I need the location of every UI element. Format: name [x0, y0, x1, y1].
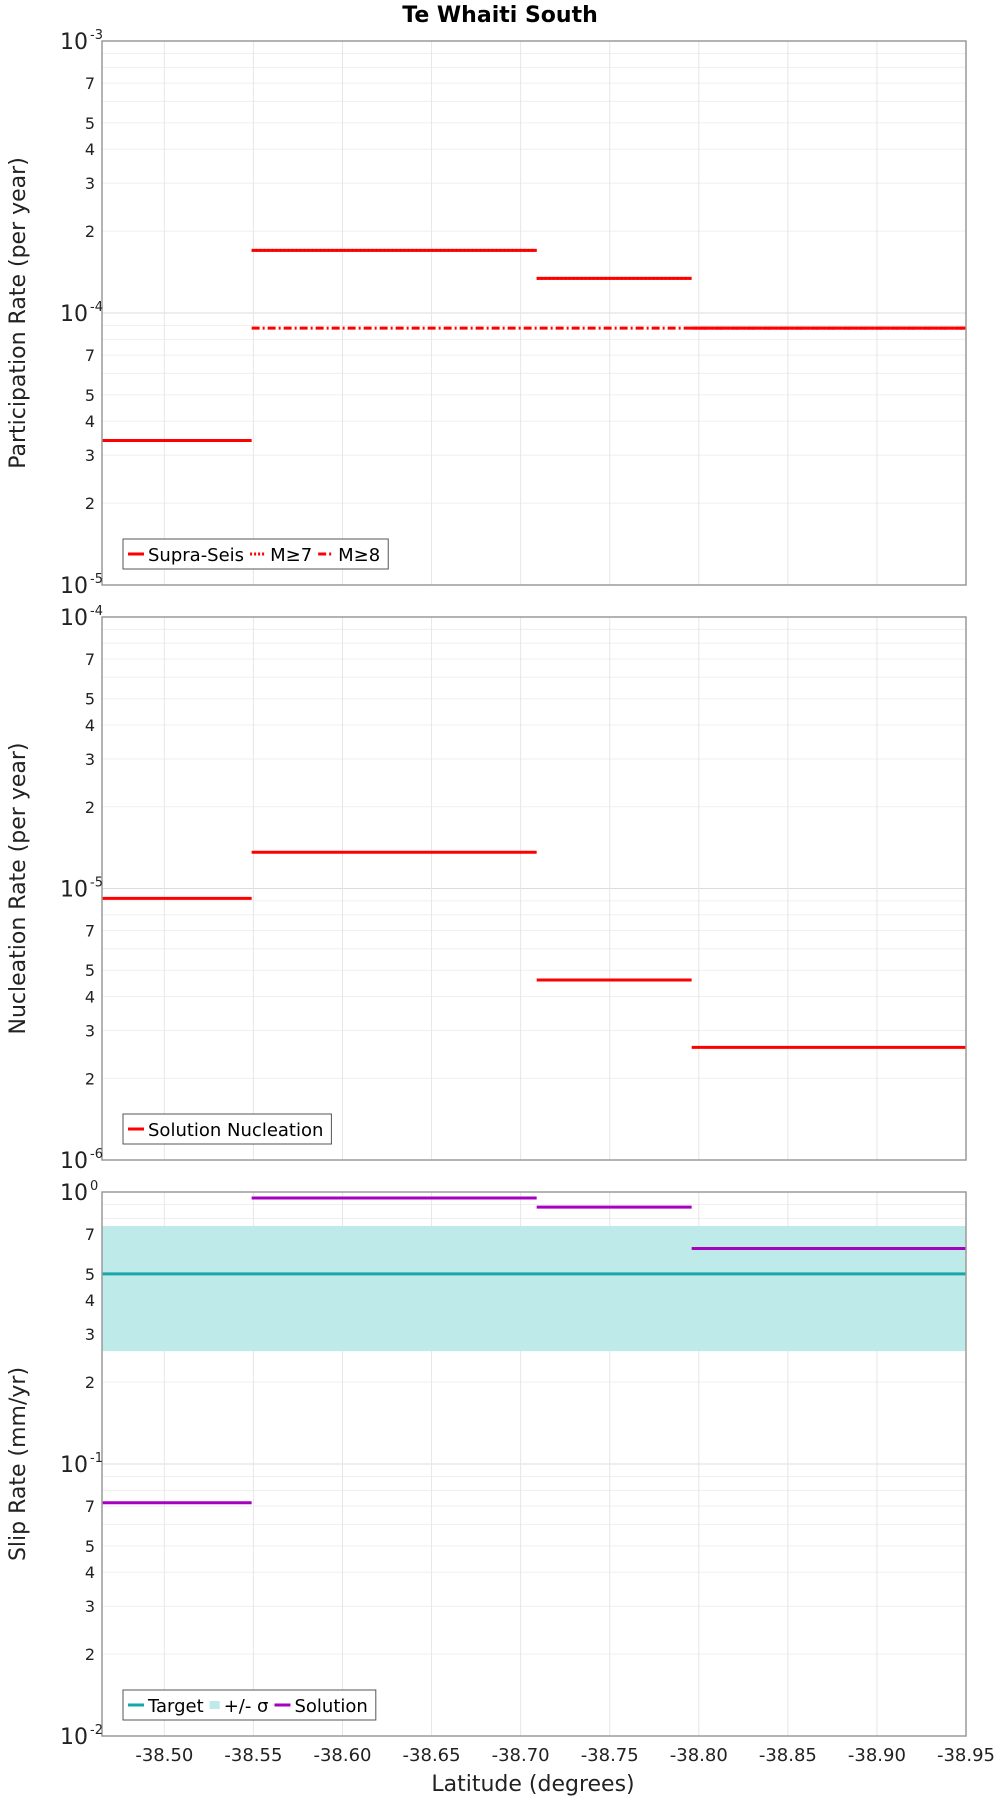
y-tick-label: 4	[85, 716, 95, 735]
x-tick-label: -38.95	[937, 1745, 995, 1766]
y-tick-exponent: -3	[90, 28, 103, 43]
y-tick-label: 3	[85, 446, 95, 465]
y-tick-label: 3	[85, 1021, 95, 1040]
x-tick-label: -38.85	[759, 1745, 817, 1766]
y-axis-label: Nucleation Rate (per year)	[6, 743, 31, 1035]
y-tick-label: 3	[85, 174, 95, 193]
y-tick-label: 4	[85, 988, 95, 1007]
y-tick-label: 2	[85, 222, 95, 241]
y-tick-label: 10	[60, 1725, 88, 1750]
y-tick-label: 10	[60, 1453, 88, 1478]
legend-box	[122, 1113, 332, 1145]
y-tick-label: 4	[85, 140, 95, 159]
y-tick-label: 3	[85, 750, 95, 769]
y-tick-label: 7	[85, 650, 95, 669]
y-tick-label: 7	[85, 346, 95, 365]
y-tick-label: 2	[85, 1373, 95, 1392]
y-tick-label: 5	[85, 1265, 95, 1284]
legend-label: M≥8	[338, 545, 380, 566]
legend-box	[122, 1689, 377, 1721]
y-tick-label: 2	[85, 494, 95, 513]
y-tick-exponent: -6	[90, 1147, 103, 1162]
legend-label: Supra-Seis	[148, 545, 244, 566]
plot-frame	[101, 40, 967, 586]
y-tick-label: 7	[85, 1497, 95, 1516]
legend: Solution Nucleation	[122, 1113, 332, 1145]
y-tick-label: 10	[60, 1181, 88, 1206]
y-tick-label: 2	[85, 798, 95, 817]
y-tick-exponent: 0	[90, 1179, 98, 1194]
x-tick-label: -38.75	[581, 1745, 639, 1766]
y-tick-label: 4	[85, 412, 95, 431]
y-tick-label: 10	[60, 574, 88, 599]
plot-frame	[101, 1191, 967, 1737]
sigma-band	[102, 1225, 966, 1352]
legend: Supra-Seis M≥7 M≥8	[122, 538, 389, 570]
legend-label: Solution Nucleation	[148, 1120, 323, 1141]
y-tick-label: 7	[85, 922, 95, 941]
y-tick-label: 4	[85, 1291, 95, 1310]
legend-label: Solution	[294, 1696, 367, 1717]
y-tick-label: 4	[85, 1563, 95, 1582]
y-tick-exponent: -5	[90, 876, 103, 891]
legend-label: Target	[147, 1696, 204, 1717]
series-solution-nucleation	[102, 850, 966, 1049]
x-tick-label: -38.65	[403, 1745, 461, 1766]
y-tick-label: 5	[85, 961, 95, 980]
y-tick-label: 10	[60, 302, 88, 327]
y-tick-label: 5	[85, 114, 95, 133]
legend-label: M≥7	[270, 545, 312, 566]
y-tick-label: 5	[85, 1537, 95, 1556]
legend-label: +/- σ	[224, 1696, 269, 1717]
x-tick-label: -38.50	[135, 1745, 193, 1766]
y-axis-label: Participation Rate (per year)	[6, 157, 31, 469]
y-tick-label: 7	[85, 1225, 95, 1244]
y-tick-label: 5	[85, 690, 95, 709]
x-axis-label: Latitude (degrees)	[431, 1772, 634, 1797]
x-tick-label: -38.90	[848, 1745, 906, 1766]
legend: Target +/- σ Solution	[122, 1689, 377, 1721]
y-tick-label: 10	[60, 1149, 88, 1174]
y-tick-label: 2	[85, 1645, 95, 1664]
y-tick-exponent: -1	[90, 1451, 103, 1466]
y-tick-label: 10	[60, 878, 88, 903]
y-tick-label: 7	[85, 74, 95, 93]
y-axis-label: Slip Rate (mm/yr)	[6, 1367, 31, 1561]
plot-frame	[101, 616, 967, 1161]
y-tick-exponent: -5	[90, 572, 103, 587]
y-tick-label: 10	[60, 30, 88, 55]
y-tick-label: 10	[60, 606, 88, 631]
y-tick-label: 5	[85, 386, 95, 405]
series-solution	[102, 1196, 966, 1505]
x-tick-label: -38.55	[224, 1745, 282, 1766]
legend-swatch	[209, 1701, 220, 1709]
y-tick-label: 2	[85, 1069, 95, 1088]
y-tick-exponent: -2	[90, 1723, 103, 1738]
y-tick-exponent: -4	[90, 604, 103, 619]
chart-title: Te Whaiti South	[402, 3, 598, 28]
y-tick-label: 3	[85, 1597, 95, 1616]
x-tick-label: -38.60	[313, 1745, 371, 1766]
x-tick-label: -38.70	[492, 1745, 550, 1766]
y-tick-label: 3	[85, 1325, 95, 1344]
y-tick-exponent: -4	[90, 300, 103, 315]
x-tick-label: -38.80	[670, 1745, 728, 1766]
